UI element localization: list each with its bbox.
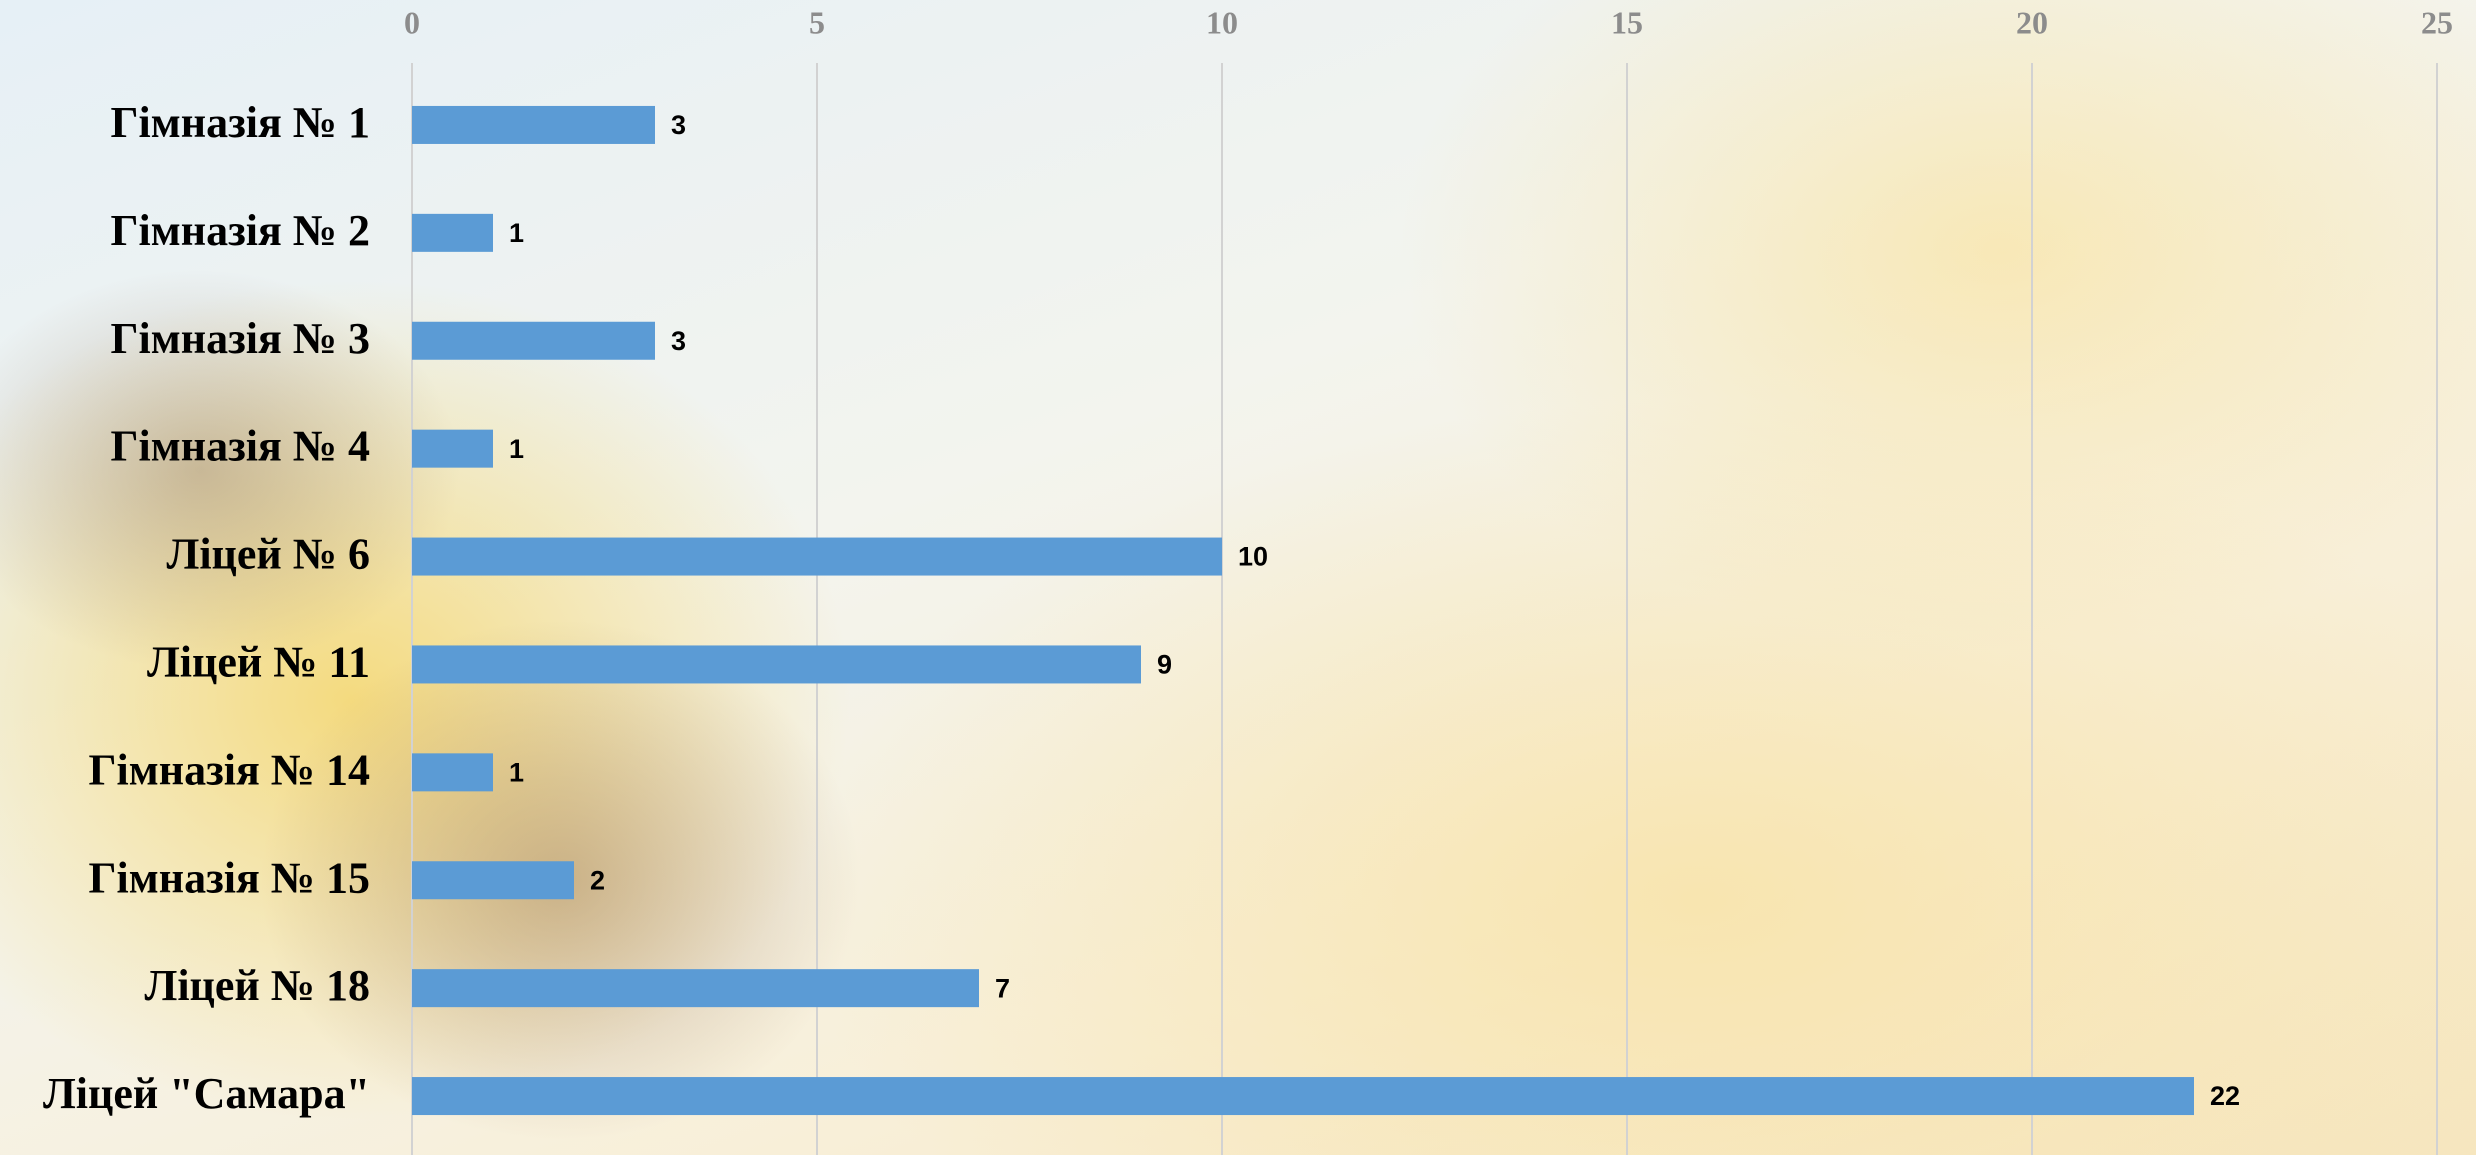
y-tick-label: Ліцей "Самара"	[43, 1069, 370, 1118]
x-tick-label: 15	[1611, 4, 1643, 40]
x-tick-label: 25	[2421, 4, 2453, 40]
data-label: 3	[671, 110, 686, 140]
bar	[412, 969, 979, 1008]
bar	[412, 1077, 2194, 1116]
data-label: 7	[995, 973, 1010, 1003]
bar	[412, 861, 574, 900]
x-tick-label: 20	[2016, 4, 2048, 40]
x-tick-label: 10	[1206, 4, 1238, 40]
y-tick-label: Ліцей № 11	[147, 638, 370, 687]
data-label: 3	[671, 326, 686, 356]
data-label: 1	[509, 757, 524, 787]
bar	[412, 321, 655, 360]
data-label: 1	[509, 434, 524, 464]
y-tick-label: Гімназія № 15	[89, 853, 370, 902]
y-tick-label: Гімназія № 1	[111, 98, 370, 147]
y-tick-label: Ліцей № 18	[145, 961, 370, 1010]
y-tick-label: Гімназія № 3	[111, 314, 370, 363]
bar	[412, 645, 1141, 684]
x-tick-label: 0	[404, 4, 420, 40]
x-tick-label: 5	[809, 4, 825, 40]
data-label: 22	[2210, 1081, 2240, 1111]
data-label: 10	[1238, 542, 1268, 572]
bar	[412, 537, 1222, 576]
bar	[412, 429, 493, 468]
y-tick-label: Гімназія № 4	[111, 422, 370, 471]
bar	[412, 753, 493, 792]
data-label: 9	[1157, 650, 1172, 680]
y-tick-label: Гімназія № 14	[89, 745, 370, 794]
y-tick-label: Гімназія № 2	[111, 206, 370, 255]
data-label: 1	[509, 218, 524, 248]
data-label: 2	[590, 865, 605, 895]
bar	[412, 213, 493, 252]
bar	[412, 105, 655, 144]
y-tick-label: Ліцей № 6	[167, 530, 370, 579]
